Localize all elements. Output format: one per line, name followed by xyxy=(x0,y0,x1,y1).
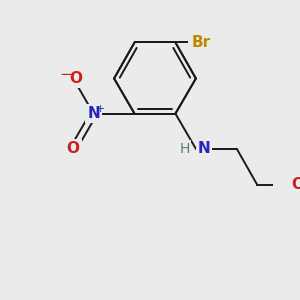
Text: O: O xyxy=(69,71,82,86)
Text: Br: Br xyxy=(192,35,211,50)
Text: +: + xyxy=(95,104,105,114)
Text: O: O xyxy=(67,141,80,156)
Text: N: N xyxy=(198,141,211,156)
Text: −: − xyxy=(59,67,72,82)
Text: O: O xyxy=(292,177,300,192)
Text: N: N xyxy=(87,106,100,121)
Text: H: H xyxy=(179,142,190,156)
